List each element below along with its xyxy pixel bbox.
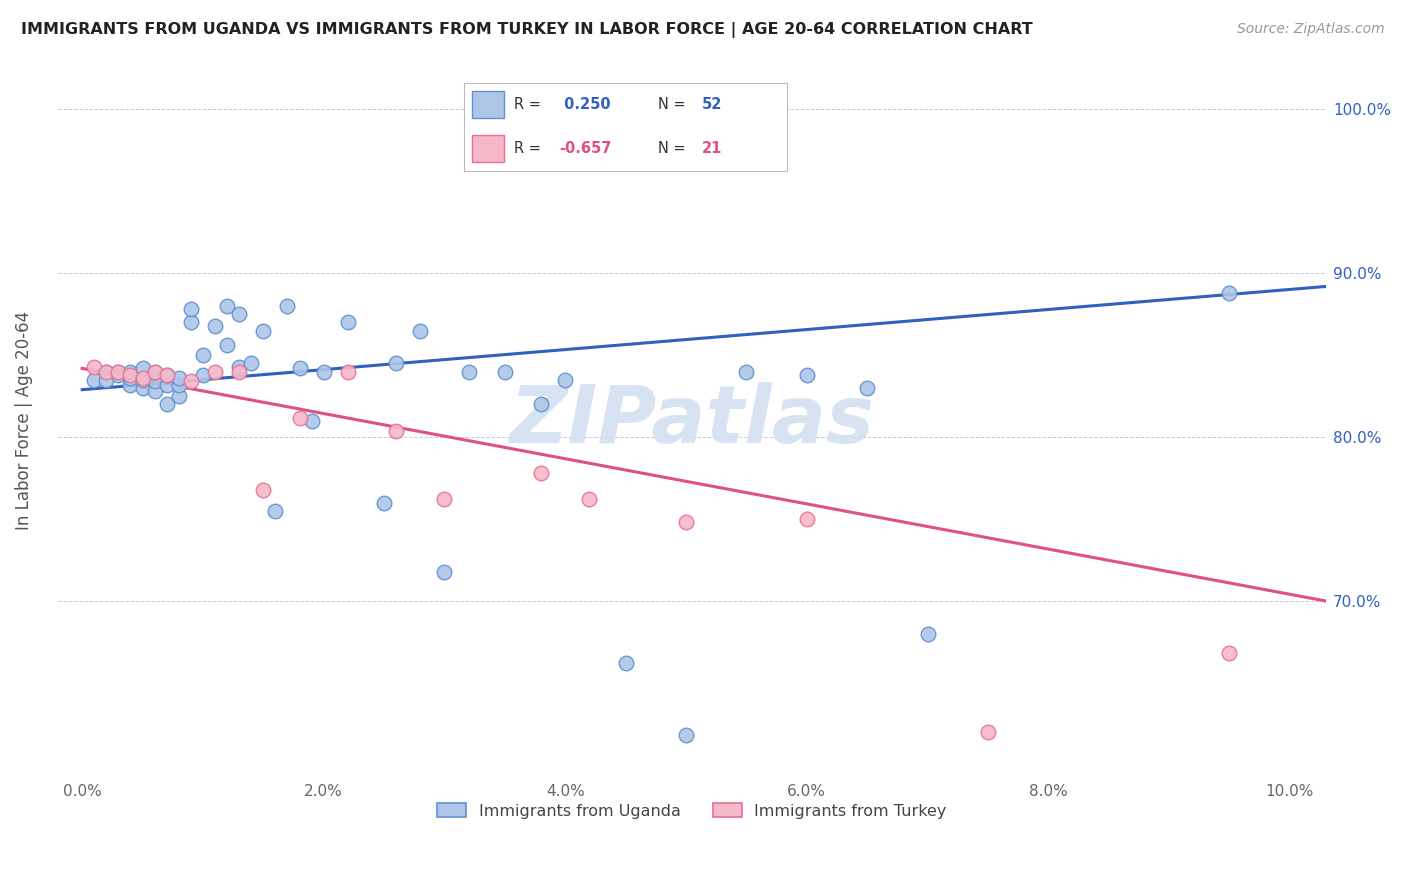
Point: [301, 414, 323, 428]
Point: [143, 365, 166, 379]
Point: [856, 381, 879, 395]
Point: [228, 359, 250, 374]
Text: Source: ZipAtlas.com: Source: ZipAtlas.com: [1237, 22, 1385, 37]
Point: [312, 365, 335, 379]
Point: [433, 492, 456, 507]
Point: [977, 725, 1000, 739]
Point: [796, 368, 818, 382]
Point: [336, 365, 359, 379]
Point: [107, 365, 129, 379]
Point: [409, 324, 432, 338]
Point: [96, 373, 118, 387]
Legend: Immigrants from Uganda, Immigrants from Turkey: Immigrants from Uganda, Immigrants from …: [432, 797, 953, 825]
Point: [675, 516, 697, 530]
Point: [156, 377, 179, 392]
Point: [204, 318, 226, 333]
Point: [83, 373, 105, 387]
Point: [191, 348, 214, 362]
Point: [276, 299, 298, 313]
Point: [385, 356, 408, 370]
Point: [120, 368, 142, 382]
Point: [120, 377, 142, 392]
Point: [336, 316, 359, 330]
Text: IMMIGRANTS FROM UGANDA VS IMMIGRANTS FROM TURKEY IN LABOR FORCE | AGE 20-64 CORR: IMMIGRANTS FROM UGANDA VS IMMIGRANTS FRO…: [21, 22, 1033, 38]
Point: [180, 302, 202, 317]
Point: [494, 365, 516, 379]
Point: [96, 365, 118, 379]
Point: [180, 316, 202, 330]
Point: [675, 728, 697, 742]
Point: [167, 371, 190, 385]
Point: [530, 467, 553, 481]
Point: [385, 424, 408, 438]
Point: [204, 365, 226, 379]
Point: [373, 496, 395, 510]
Point: [180, 375, 202, 389]
Point: [107, 368, 129, 382]
Point: [288, 361, 311, 376]
Point: [131, 381, 153, 395]
Point: [735, 365, 758, 379]
Point: [143, 384, 166, 399]
Point: [156, 397, 179, 411]
Point: [120, 371, 142, 385]
Point: [156, 368, 179, 382]
Point: [131, 361, 153, 376]
Point: [131, 373, 153, 387]
Point: [457, 365, 479, 379]
Point: [167, 389, 190, 403]
Point: [217, 299, 239, 313]
Point: [578, 492, 600, 507]
Point: [143, 375, 166, 389]
Point: [554, 373, 576, 387]
Point: [1218, 647, 1240, 661]
Point: [107, 365, 129, 379]
Point: [614, 657, 637, 671]
Point: [796, 512, 818, 526]
Point: [191, 368, 214, 382]
Point: [264, 504, 287, 518]
Text: ZIPatlas: ZIPatlas: [509, 382, 875, 459]
Point: [167, 377, 190, 392]
Point: [288, 410, 311, 425]
Point: [96, 365, 118, 379]
Point: [217, 338, 239, 352]
Point: [1218, 285, 1240, 300]
Point: [120, 365, 142, 379]
Point: [228, 365, 250, 379]
Point: [228, 307, 250, 321]
Point: [917, 627, 939, 641]
Point: [83, 359, 105, 374]
Point: [156, 368, 179, 382]
Point: [252, 483, 274, 497]
Point: [143, 365, 166, 379]
Y-axis label: In Labor Force | Age 20-64: In Labor Force | Age 20-64: [15, 311, 32, 531]
Point: [252, 324, 274, 338]
Point: [240, 356, 263, 370]
Point: [131, 371, 153, 385]
Point: [433, 565, 456, 579]
Point: [530, 397, 553, 411]
